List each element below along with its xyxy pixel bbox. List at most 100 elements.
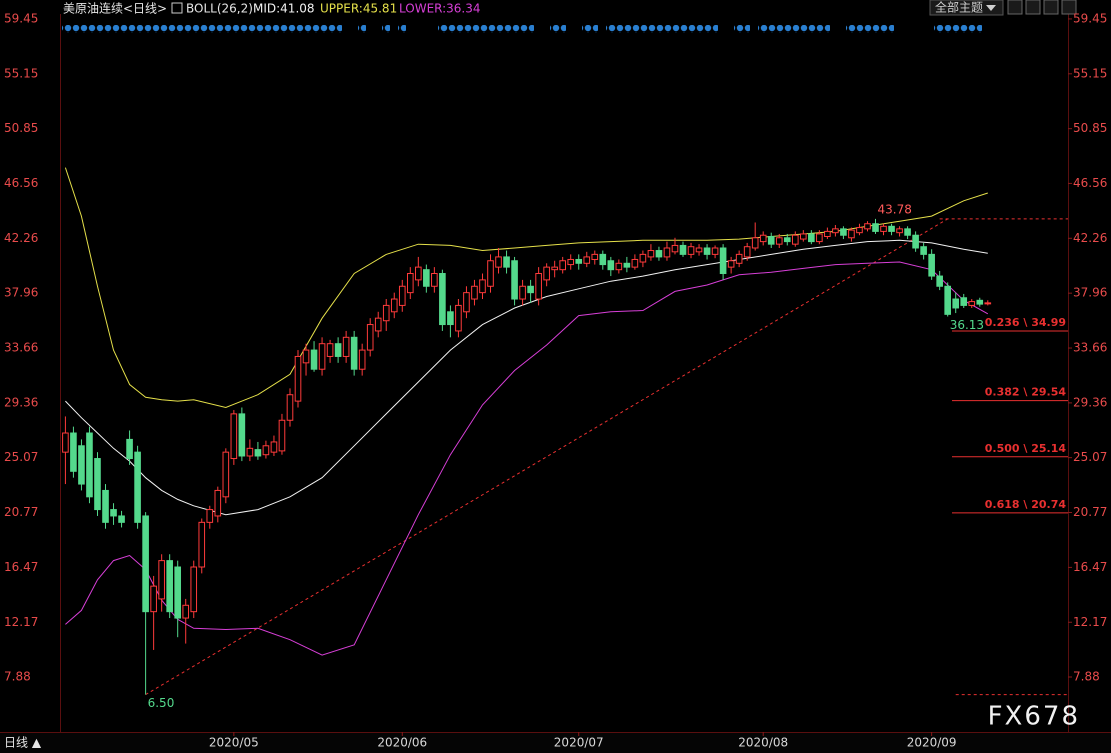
- candle-body: [62, 432, 69, 453]
- candle-body: [936, 275, 943, 287]
- candle-body: [840, 228, 847, 236]
- candle-body: [190, 566, 198, 613]
- y-tick-label-right: 33.66: [1073, 341, 1107, 355]
- indicator-name: BOLL(26,2): [186, 2, 253, 16]
- candle-body: [70, 432, 77, 472]
- icon-button[interactable]: [1007, 0, 1023, 15]
- candle-body: [599, 253, 607, 266]
- candle-body: [759, 234, 767, 243]
- candle-body: [254, 449, 262, 457]
- candle-body: [415, 266, 422, 281]
- candle-body: [350, 336, 358, 370]
- y-tick-label: 46.56: [4, 176, 38, 190]
- y-tick-label: 20.77: [4, 505, 38, 519]
- candle-body: [775, 237, 783, 245]
- candle-body: [679, 244, 687, 255]
- candle-body: [639, 253, 647, 263]
- candle-body: [655, 250, 663, 258]
- candle-body: [198, 521, 206, 568]
- icon-button[interactable]: [1061, 0, 1077, 15]
- candle-body: [342, 336, 350, 357]
- y-tick-label: 16.47: [4, 560, 38, 574]
- theme-button[interactable]: [929, 0, 1004, 16]
- candle-body: [711, 247, 719, 255]
- candle-body: [623, 262, 631, 268]
- candle-body: [743, 246, 751, 258]
- chart-title: 美原油连续<日线>: [63, 1, 167, 16]
- y-tick-label: 33.66: [4, 341, 38, 355]
- period-selector[interactable]: 日线 ▲: [4, 736, 42, 750]
- candle-body: [318, 343, 326, 370]
- watermark: FX678: [988, 702, 1080, 732]
- candle-body: [262, 445, 270, 456]
- candle-body: [880, 225, 887, 232]
- candle-body: [856, 227, 863, 234]
- candle-body: [960, 297, 968, 306]
- candle-body: [487, 260, 494, 287]
- candle-body: [118, 515, 125, 523]
- candle-body: [808, 233, 815, 243]
- x-tick-label: 2020/08: [738, 736, 788, 750]
- candle-body: [816, 233, 823, 243]
- annotation-label: 6.50: [148, 696, 175, 710]
- candle-body: [735, 253, 743, 264]
- candle-body: [703, 247, 711, 255]
- candle-body: [94, 458, 101, 511]
- candle-body: [471, 285, 478, 300]
- candle-body: [888, 225, 895, 232]
- candle-body: [663, 247, 671, 258]
- candle-body: [928, 253, 935, 277]
- annotation-label: 43.78: [878, 202, 912, 216]
- candle-body: [382, 304, 390, 322]
- candle-body: [206, 509, 214, 523]
- candle-body: [583, 256, 591, 264]
- y-tick-label-right: 20.77: [1073, 505, 1107, 519]
- candle-body: [142, 515, 149, 613]
- candle-body: [527, 285, 534, 294]
- y-tick-label-right: 37.96: [1073, 286, 1107, 300]
- candle-body: [390, 298, 398, 313]
- candle-body: [647, 250, 655, 258]
- candle-body: [631, 258, 639, 268]
- candle-body: [86, 432, 93, 498]
- candle-body: [968, 301, 976, 306]
- y-tick-label-right: 29.36: [1073, 395, 1107, 409]
- y-tick-label-right: 7.88: [1073, 670, 1100, 684]
- candle-body: [174, 566, 182, 619]
- candle-body: [848, 229, 855, 239]
- candle-body: [78, 445, 85, 485]
- y-tick-label-right: 25.07: [1073, 450, 1107, 464]
- icon-button[interactable]: [1043, 0, 1059, 15]
- icon-button[interactable]: [1025, 0, 1041, 15]
- candle-body: [423, 269, 430, 287]
- candle-body: [294, 355, 302, 402]
- y-tick-label: 59.45: [4, 11, 38, 25]
- candle-body: [134, 451, 141, 523]
- fib-label: 0.382 \ 29.54: [985, 386, 1067, 399]
- y-tick-label-right: 55.15: [1073, 66, 1107, 80]
- candle-body: [431, 273, 438, 287]
- candle-body: [222, 451, 230, 498]
- candle-body: [447, 311, 454, 326]
- candle-body: [286, 394, 294, 421]
- candle-body: [872, 223, 879, 232]
- y-tick-label-right: 16.47: [1073, 560, 1107, 574]
- candle-body: [719, 247, 727, 275]
- candle-body: [182, 604, 190, 619]
- candle-body: [326, 343, 334, 357]
- candle-body: [615, 262, 623, 271]
- candle-body: [944, 285, 951, 315]
- candle-body: [687, 246, 695, 255]
- indicator-icon[interactable]: [171, 2, 183, 14]
- candle-body: [102, 489, 109, 523]
- y-tick-label: 7.88: [4, 670, 31, 684]
- candle-body: [214, 489, 222, 517]
- candle-body: [503, 256, 510, 268]
- candle-body: [358, 349, 366, 370]
- annotation-label: 36.13: [950, 318, 984, 332]
- candle-body: [832, 228, 839, 234]
- y-tick-label: 25.07: [4, 450, 38, 464]
- legend-entry: UPPER:45.81: [320, 2, 397, 16]
